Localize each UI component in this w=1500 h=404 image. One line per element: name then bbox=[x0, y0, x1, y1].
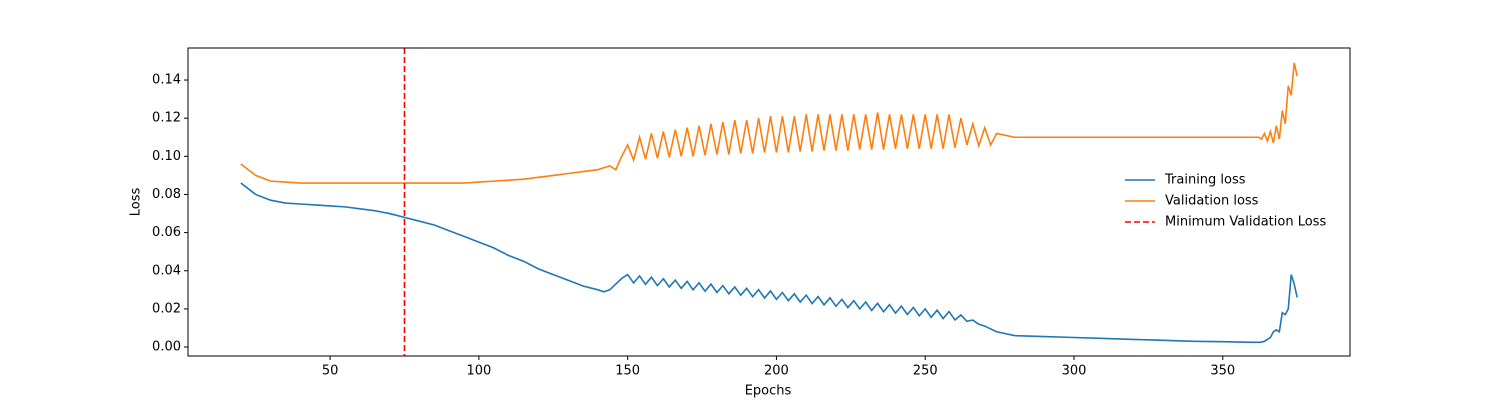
y-tick-label: 0.06 bbox=[152, 225, 181, 240]
y-tick-label: 0.10 bbox=[152, 149, 181, 164]
line-series bbox=[240, 62, 1298, 184]
x-tick-label: 250 bbox=[913, 364, 938, 379]
x-tick-label: 350 bbox=[1210, 364, 1235, 379]
legend-label: Training loss bbox=[1164, 173, 1246, 188]
y-tick-label: 0.00 bbox=[152, 340, 181, 355]
x-tick-label: 300 bbox=[1062, 364, 1087, 379]
x-tick-label: 100 bbox=[466, 364, 491, 379]
legend-label: Minimum Validation Loss bbox=[1165, 215, 1326, 230]
plot-frame bbox=[187, 47, 1351, 357]
y-axis-label: Loss bbox=[129, 188, 144, 217]
line-series bbox=[240, 182, 1298, 344]
y-tick-label: 0.14 bbox=[152, 73, 181, 88]
x-axis-label: Epochs bbox=[745, 384, 792, 399]
x-tick-label: 150 bbox=[615, 364, 640, 379]
y-tick-label: 0.04 bbox=[152, 263, 181, 278]
x-tick-label: 50 bbox=[322, 364, 339, 379]
y-tick-label: 0.02 bbox=[152, 301, 181, 316]
y-tick-label: 0.08 bbox=[152, 187, 181, 202]
legend-label: Validation loss bbox=[1165, 194, 1259, 209]
x-tick-label: 200 bbox=[764, 364, 789, 379]
y-tick-label: 0.12 bbox=[152, 111, 181, 126]
